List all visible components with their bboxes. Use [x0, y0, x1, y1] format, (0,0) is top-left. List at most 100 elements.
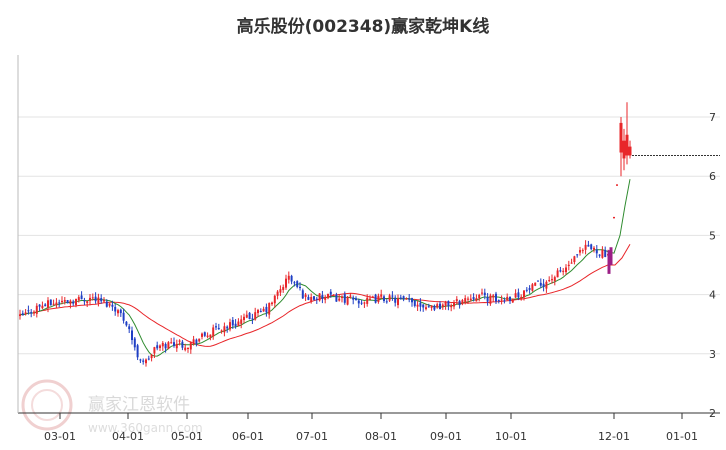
- candle-body: [335, 294, 338, 302]
- candle-body: [349, 295, 352, 297]
- candle-body: [251, 318, 254, 320]
- candle-body: [357, 300, 360, 304]
- candle-body: [159, 345, 161, 348]
- candle-body: [581, 250, 584, 252]
- candle-body: [192, 339, 195, 345]
- candle-body: [598, 254, 601, 256]
- candle-body: [619, 122, 623, 153]
- watermark-logo-icon: [21, 379, 73, 431]
- candle-body: [103, 300, 105, 302]
- candle-body: [464, 298, 467, 303]
- candle-body: [338, 298, 341, 301]
- candle-body: [245, 314, 248, 318]
- candle-body: [481, 292, 483, 294]
- x-tick-label: 09-01: [430, 430, 462, 443]
- candle-body: [593, 247, 595, 250]
- watermark-url: www.360gann.com: [88, 421, 203, 435]
- candle-body: [240, 319, 243, 324]
- candle-body: [265, 306, 268, 313]
- candle-body: [500, 299, 503, 301]
- candle-body: [86, 301, 89, 304]
- candle-body: [520, 296, 523, 299]
- candle-body: [489, 295, 492, 304]
- candle-body: [133, 338, 136, 348]
- candle-body: [542, 283, 545, 287]
- candle-body: [447, 301, 450, 307]
- candle-body: [391, 295, 394, 297]
- chart-title: 高乐股份(002348)赢家乾坤K线: [236, 17, 490, 37]
- candle-body: [590, 244, 593, 250]
- candle-body: [181, 341, 184, 348]
- candle-body: [360, 302, 363, 304]
- candle-body: [287, 275, 290, 280]
- candle-body: [497, 300, 500, 302]
- candle-body: [383, 296, 385, 301]
- y-tick-label: 6: [709, 170, 716, 183]
- candle-body: [187, 347, 189, 349]
- candle-body: [52, 303, 55, 305]
- candle-body: [83, 300, 86, 302]
- candle-body: [21, 313, 24, 316]
- candle-body: [178, 340, 181, 342]
- candle-body: [184, 347, 187, 351]
- candle-body: [324, 296, 327, 300]
- candle-body: [195, 339, 198, 344]
- candle-body: [100, 298, 103, 302]
- candle-body: [366, 297, 369, 304]
- candle-body: [122, 312, 125, 321]
- candle-body: [273, 295, 276, 304]
- candle-body: [327, 293, 329, 299]
- candle-body: [206, 335, 209, 337]
- x-tick-label: 06-01: [232, 430, 264, 443]
- candle-body: [91, 297, 94, 299]
- candle-body: [427, 306, 430, 308]
- candle-body: [212, 327, 215, 337]
- candle-body: [55, 302, 58, 306]
- candle-body: [433, 305, 436, 310]
- candle-body: [363, 302, 366, 304]
- candle-body: [573, 256, 576, 263]
- candle-body: [425, 307, 427, 310]
- candle-body: [341, 296, 343, 299]
- candle-body: [189, 342, 192, 350]
- candle-body: [290, 275, 293, 282]
- candle-body: [492, 295, 495, 298]
- candle-body: [511, 298, 514, 303]
- candle-body: [318, 293, 321, 301]
- candle-body: [209, 334, 212, 338]
- candle-body: [374, 294, 377, 303]
- candle-body: [461, 300, 464, 305]
- candle-body: [161, 342, 164, 347]
- candle-body: [371, 296, 374, 298]
- candle-body: [495, 293, 497, 302]
- candle-body: [145, 359, 147, 364]
- candle-body: [80, 295, 83, 300]
- candle-body: [114, 306, 117, 312]
- candle-body: [257, 309, 259, 314]
- candle-body: [567, 264, 570, 267]
- candle-body: [455, 299, 458, 302]
- x-tick-label: 05-01: [171, 430, 203, 443]
- moving-averages: [19, 179, 631, 357]
- candle-body: [556, 270, 559, 278]
- candle-body: [167, 342, 170, 349]
- candle-body: [478, 294, 481, 299]
- candle-body: [30, 312, 33, 314]
- candle-body: [441, 304, 444, 308]
- candle-body: [539, 282, 542, 286]
- candle-body: [108, 303, 111, 306]
- candle-body: [226, 326, 229, 329]
- candle-body: [142, 360, 145, 362]
- y-tick-label: 3: [709, 348, 716, 361]
- candle-body: [35, 305, 38, 314]
- candle-body: [622, 140, 626, 159]
- candle-body: [44, 304, 47, 307]
- y-tick-label: 7: [709, 111, 716, 124]
- candle-body: [628, 146, 632, 156]
- candle-body: [584, 244, 587, 250]
- candle-body: [307, 296, 310, 300]
- candle-body: [523, 290, 525, 298]
- candle-body: [548, 280, 551, 282]
- watermark-brand: 赢家江恩软件: [88, 395, 190, 415]
- candle-body: [243, 316, 245, 321]
